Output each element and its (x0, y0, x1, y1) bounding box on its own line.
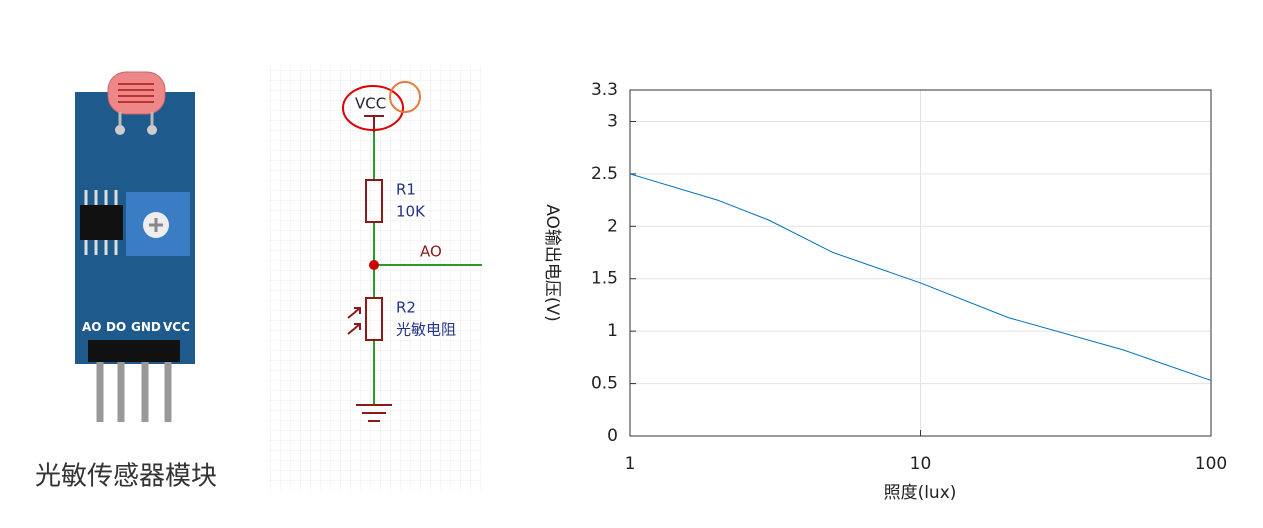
x-tick-label: 10 (910, 454, 932, 474)
r1-name: R1 (396, 181, 416, 199)
data-line (629, 173, 1212, 381)
pin-labels: AO DO GND VCC (82, 320, 190, 334)
vcc-label: VCC (355, 95, 386, 113)
r2-value: 光敏电阻 (396, 321, 456, 339)
y-tick-label: 1 (607, 321, 618, 341)
y-tick-label: 3.3 (591, 80, 618, 100)
chart: 0 0.5 1 1.5 2 2.5 3 3.3 1 10 100 (591, 80, 1227, 474)
y-tick-label: 0.5 (591, 374, 618, 394)
sensor-module (75, 71, 195, 422)
module-caption: 光敏传感器模块 (35, 462, 217, 492)
y-tick-label: 2 (607, 216, 618, 236)
pin-label: AO (82, 320, 102, 334)
r2-name: R2 (396, 299, 416, 317)
pin-label: DO (106, 320, 126, 334)
y-tick-label: 3 (607, 111, 618, 131)
x-tick-label: 100 (1195, 454, 1227, 474)
pin-label: GND (131, 320, 161, 334)
schematic (268, 65, 482, 490)
y-tick-label: 1.5 (591, 269, 618, 289)
node-label: AO (420, 243, 442, 261)
x-axis-label: 照度(lux) (884, 483, 957, 503)
y-axis-label: AO输出电压(V) (542, 204, 562, 322)
y-tick-label: 2.5 (591, 164, 618, 184)
y-tick-label: 0 (607, 426, 618, 446)
plot-frame (629, 89, 1212, 437)
x-tick-label: 1 (625, 454, 636, 474)
r1-value: 10K (396, 203, 426, 221)
pin-label: VCC (163, 320, 190, 334)
